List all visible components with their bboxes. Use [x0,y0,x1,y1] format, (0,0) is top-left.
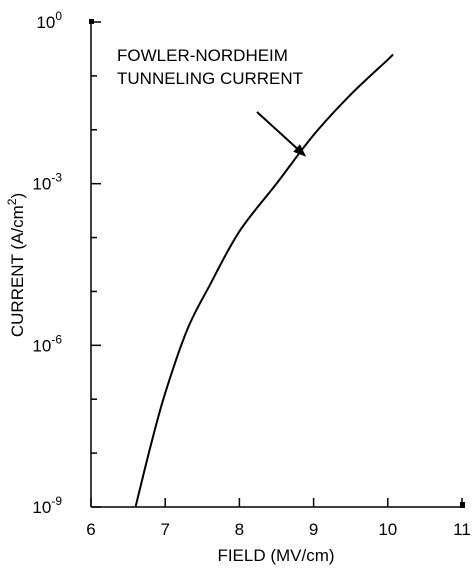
y-axis-label-close: ) [8,193,27,199]
y-tick-label-exponent: -6 [51,332,62,346]
annotation: FOWLER-NORDHEIM TUNNELING CURRENT [117,46,307,157]
annotation-arrow-head [293,144,307,157]
y-tick-label: 10-9 [32,494,62,517]
x-tick-label: 9 [309,520,318,539]
annotation-line-2: TUNNELING CURRENT [117,69,303,88]
y-tick-label-exponent: -9 [51,494,62,508]
y-tick-label: 100 [36,9,62,32]
x-tick-label: 8 [235,520,244,539]
x-tick-label: 11 [453,520,471,539]
y-axis-label-superscript: 2 [5,198,19,205]
y-axis-label-main: CURRENT (A/cm [8,205,27,337]
plot-frame [89,19,465,508]
y-tick-label: 10-3 [32,171,62,194]
series-layer [134,53,394,508]
y-tick-label-base: 10 [32,498,51,517]
y-tick-label-exponent: 0 [55,9,62,23]
x-axis-label: FIELD (MV/cm) [217,546,334,565]
series-line-fowler-nordheim [134,53,394,508]
y-tick-label-base: 10 [32,336,51,355]
y-tick-label-exponent: -3 [51,171,62,185]
y-tick-label: 10-6 [32,332,62,355]
x-tick-label: 7 [160,520,169,539]
annotation-arrow-shaft [256,111,298,149]
x-axis-ticks: 6 7 8 9 10 11 [86,498,471,539]
y-tick-label-base: 10 [36,13,55,32]
annotation-line-1: FOWLER-NORDHEIM [117,46,288,65]
y-tick-label-base: 10 [32,175,51,194]
y-axis-label: CURRENT (A/cm2) [5,193,27,337]
x-tick-label: 10 [378,520,397,539]
x-tick-label: 6 [86,520,95,539]
